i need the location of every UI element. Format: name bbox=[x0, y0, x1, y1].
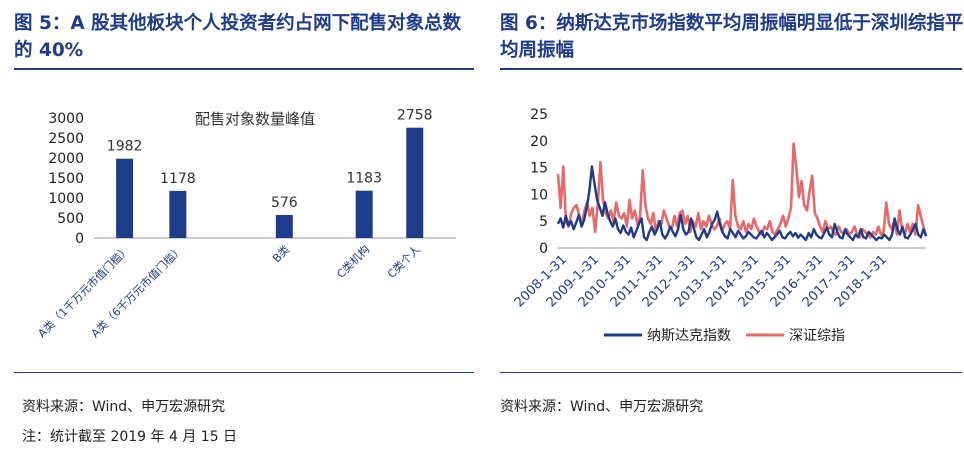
bar bbox=[169, 190, 187, 238]
x-tick-label: B类 bbox=[269, 242, 292, 265]
y-tick-label: 0 bbox=[539, 241, 548, 257]
y-tick-label: 25 bbox=[530, 107, 548, 123]
y-tick-label: 1500 bbox=[48, 171, 84, 187]
y-tick-label: 3000 bbox=[48, 111, 84, 127]
y-tick-label: 10 bbox=[530, 187, 548, 203]
x-tick-label: A类（6千万元市值门槛） bbox=[88, 242, 186, 340]
x-tick-label: C类个人 bbox=[384, 242, 423, 281]
series-line-szse bbox=[556, 142, 928, 239]
bar-value-label: 1183 bbox=[346, 171, 382, 187]
figure-6-source: 资料来源：Wind、申万宏源研究 bbox=[500, 399, 704, 415]
bar-value-label: 1982 bbox=[107, 139, 143, 155]
bar bbox=[275, 214, 293, 238]
x-tick-label: C类机构 bbox=[334, 242, 373, 281]
bar-value-label: 1178 bbox=[160, 171, 196, 187]
figure-5-panel: 图 5：A 股其他板块个人投资者约占网下配售对象总数的 40% 配售对象数量峰值… bbox=[0, 0, 476, 453]
figure-5-top-rule bbox=[14, 68, 474, 70]
bar bbox=[406, 127, 424, 238]
line-chart: 05101520252008-1-312009-1-312010-1-31201… bbox=[512, 107, 928, 344]
bar-value-label: 2758 bbox=[397, 108, 433, 124]
series-line-nasdaq bbox=[556, 165, 928, 242]
bar bbox=[355, 190, 373, 238]
figure-6-panel: 图 6：纳斯达克市场指数平均周振幅明显低于深圳综指平均周振幅 0 5 10 15 20 2… bbox=[492, 0, 964, 453]
legend-label: 纳斯达克指数 bbox=[647, 328, 731, 344]
y-tick-label: 20 bbox=[530, 134, 548, 150]
figure-6-top-rule bbox=[500, 68, 962, 70]
y-tick-label: 2500 bbox=[48, 131, 84, 147]
figure-6-title: 图 6：纳斯达克市场指数平均周振幅明显低于深圳综指平均周振幅 bbox=[500, 13, 964, 61]
legend-label: 深证综指 bbox=[789, 328, 845, 344]
bar-value-label: 576 bbox=[271, 195, 298, 211]
figure-5-note: 注：统计截至 2019 年 4 月 15 日 bbox=[22, 429, 238, 445]
y-tick-label: 1000 bbox=[48, 191, 84, 207]
figure-5-source: 资料来源：Wind、申万宏源研究 bbox=[22, 399, 226, 415]
bar-chart: 配售对象数量峰值 0 500 1000 1500 2000 2500 3000 1982 A类（1… bbox=[35, 108, 456, 340]
bar bbox=[116, 158, 134, 238]
y-tick-label: 15 bbox=[530, 161, 548, 177]
figure-5-title: 图 5：A 股其他板块个人投资者约占网下配售对象总数的 40% bbox=[14, 13, 462, 61]
y-tick-label: 2000 bbox=[48, 151, 84, 167]
x-tick-label: A类（1千万元市值门槛） bbox=[35, 242, 133, 340]
chart-title: 配售对象数量峰值 bbox=[195, 110, 315, 128]
figure-5-bottom-rule bbox=[14, 372, 474, 373]
y-tick-label: 0 bbox=[75, 231, 84, 247]
y-tick-label: 5 bbox=[539, 214, 548, 230]
figure-6-bottom-rule bbox=[500, 372, 962, 373]
y-tick-label: 500 bbox=[57, 211, 84, 227]
